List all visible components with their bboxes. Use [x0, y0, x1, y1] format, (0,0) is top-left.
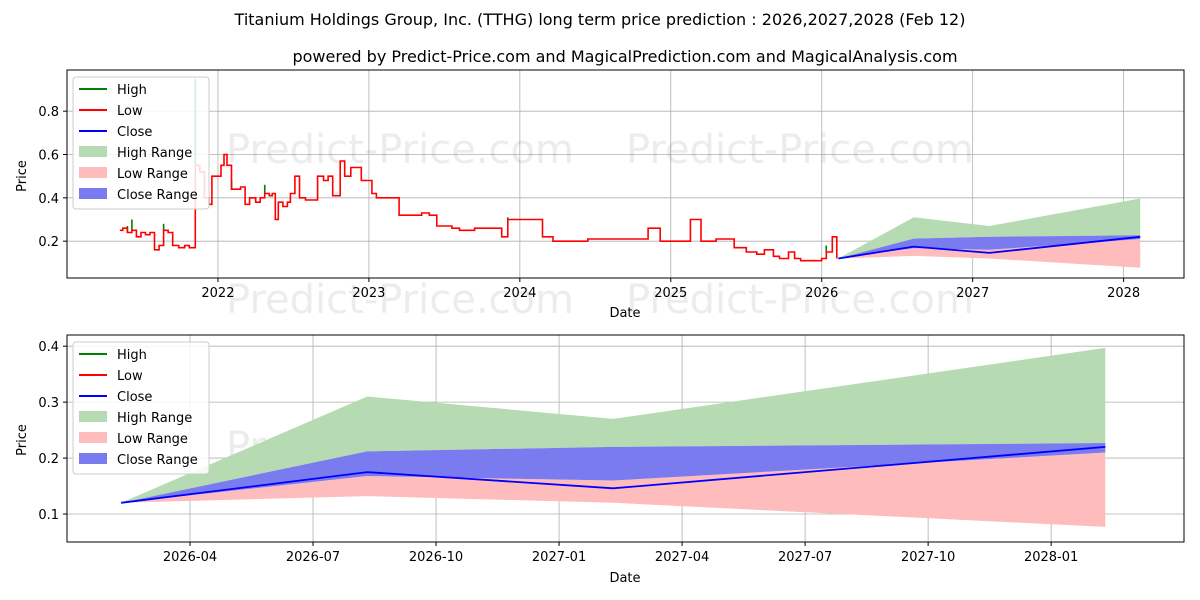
x-tick-label: 2026-07	[286, 550, 340, 565]
legend-close-range-swatch	[79, 453, 107, 464]
x-axis-label-1: Date	[609, 306, 640, 321]
y-tick-label: 0.2	[38, 235, 59, 250]
legend-close-label: Close	[117, 125, 152, 140]
legend-high-range-swatch	[79, 146, 107, 157]
ticks-2: 2026-04 2026-07 2026-10 2027-01 2027-04 2027-…	[38, 340, 1078, 565]
close-range-band	[838, 235, 1141, 259]
x-tick-label: 2026-10	[409, 550, 463, 565]
y-tick-label: 0.3	[38, 396, 59, 411]
legend-high-range-label: High Range	[117, 411, 192, 426]
x-tick-label: 2027	[956, 286, 989, 301]
low-history-line	[119, 153, 838, 262]
plot-frame-2	[66, 334, 1185, 543]
high-range-band	[838, 198, 1141, 259]
watermark: Predict-Price.com	[226, 127, 574, 173]
x-tick-label: 2023	[352, 286, 385, 301]
x-axis-label-2: Date	[609, 571, 640, 586]
x-tick-label: 2022	[201, 286, 234, 301]
y-tick-label: 0.6	[38, 149, 59, 164]
series-1	[119, 78, 1141, 268]
x-tick-label: 2024	[503, 286, 536, 301]
close-range-band	[121, 443, 1106, 503]
y-tick-label: 0.1	[38, 508, 59, 523]
x-tick-label: 2028-01	[1024, 550, 1078, 565]
x-tick-label: 2025	[654, 286, 687, 301]
legend-high-label: High	[117, 83, 147, 98]
series-2	[120, 347, 1106, 527]
legend-low-range-label: Low Range	[117, 167, 188, 182]
legend-2: High Low Close High Range Low Range Close Ran…	[72, 341, 210, 475]
legend-close-range-label: Close Range	[117, 453, 198, 468]
legend-low-range-swatch	[79, 167, 107, 178]
x-tick-label: 2027-07	[778, 550, 832, 565]
x-tick-label: 2027-04	[655, 550, 709, 565]
legend-high-label: High	[117, 348, 147, 363]
plot-frame-1	[66, 69, 1185, 279]
x-tick-label: 2028	[1107, 286, 1140, 301]
legend-low-range-label: Low Range	[117, 432, 188, 447]
legend-close-label: Close	[117, 390, 152, 405]
legend-low-label: Low	[117, 104, 143, 119]
watermark: Predict-Price.com	[626, 127, 974, 173]
watermark: Predict-Price.com	[226, 277, 574, 323]
legend-low-range-swatch	[79, 432, 107, 443]
legend-low-label: Low	[117, 369, 143, 384]
x-tick-label: 2026-04	[163, 550, 217, 565]
legend-high-range-label: High Range	[117, 146, 192, 161]
legend-close-range-swatch	[79, 188, 107, 199]
chart-title: Titanium Holdings Group, Inc. (TTHG) lon…	[234, 10, 966, 29]
x-tick-label: 2027-01	[532, 550, 586, 565]
ticks-1: 2022 2023 2024 2025 2026 2027 2028 0.2 0.4 0.6 0.8	[38, 105, 1140, 301]
x-tick-label: 2027-10	[901, 550, 955, 565]
chart-subtitle: powered by Predict-Price.com and Magical…	[292, 47, 957, 66]
long-term-plot: Predict-Price.com Predict-Price.com Pred…	[15, 69, 1185, 323]
high-range-band	[121, 347, 1106, 503]
legend-1: High Low Close High Range Low Range Close Ran…	[72, 76, 210, 210]
legend-high-range-swatch	[79, 411, 107, 422]
close-prediction-line	[838, 235, 1141, 260]
legend-close-range-label: Close Range	[117, 188, 198, 203]
y-axis-label-2: Price	[15, 424, 30, 456]
y-tick-label: 0.2	[38, 452, 59, 467]
y-tick-label: 0.4	[38, 192, 59, 207]
y-tick-label: 0.4	[38, 340, 59, 355]
x-tick-label: 2026	[805, 286, 838, 301]
watermark: Predict-Price.com	[626, 277, 974, 323]
low-range-band	[121, 452, 1106, 527]
prediction-plot: Predict-Price.com Predict-Price.com 2026…	[15, 334, 1185, 586]
y-tick-label: 0.8	[38, 105, 59, 120]
y-axis-label-1: Price	[15, 160, 30, 192]
close-prediction-line	[120, 446, 1106, 504]
